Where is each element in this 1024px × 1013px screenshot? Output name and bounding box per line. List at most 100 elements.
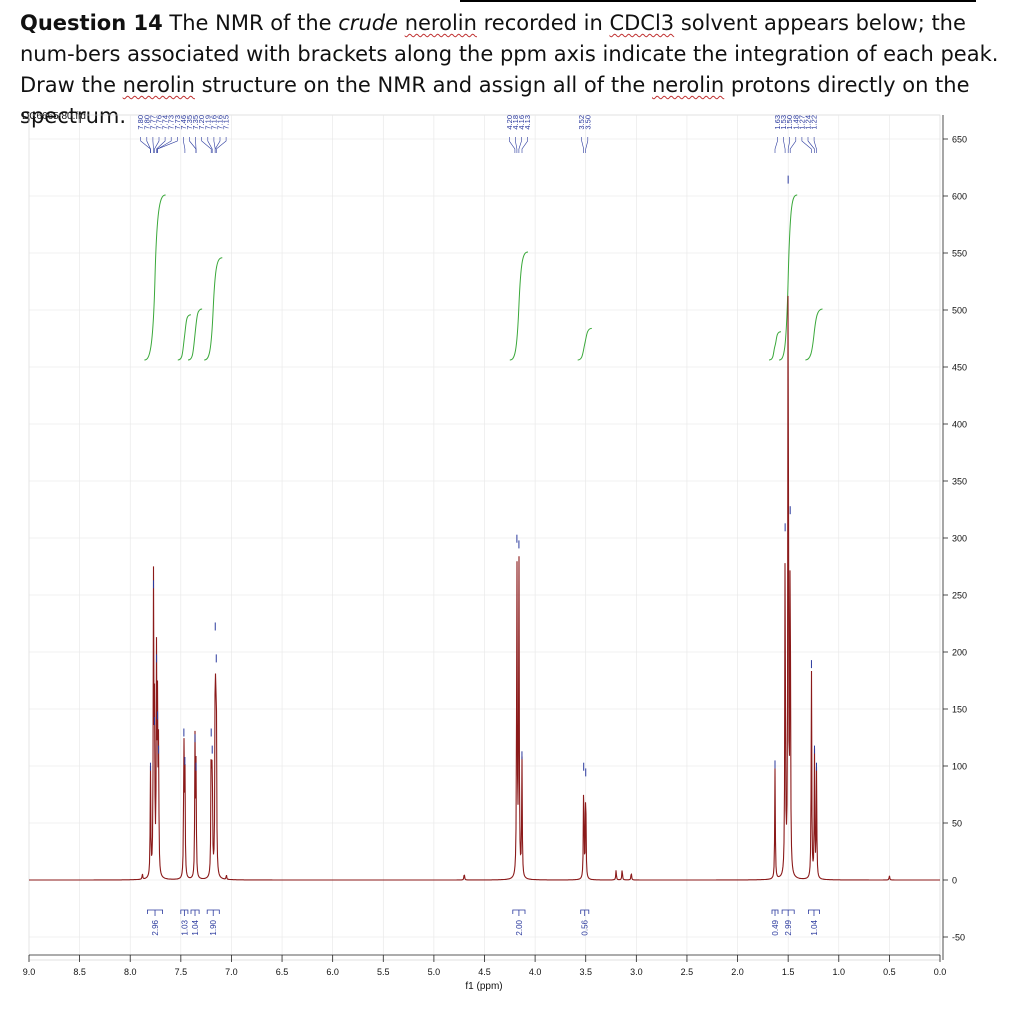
y-tick-label: 500 bbox=[952, 306, 967, 316]
y-tick-label: 600 bbox=[952, 192, 967, 202]
y-tick-label: 50 bbox=[952, 819, 962, 829]
x-tick-label: 8.0 bbox=[124, 967, 137, 977]
peak-label: 7.77 bbox=[148, 115, 157, 130]
y-tick-label: 350 bbox=[952, 477, 967, 487]
integral-value: 0.56 bbox=[581, 919, 590, 935]
peak-label: 4.13 bbox=[523, 115, 532, 130]
peak-label: 7.80 bbox=[142, 115, 151, 130]
question-cdcl3: CDCl3 bbox=[609, 11, 675, 35]
y-tick-label: 550 bbox=[952, 249, 967, 259]
file-label: DC6665.80.fid bbox=[22, 111, 86, 122]
x-tick-label: 4.5 bbox=[478, 967, 491, 977]
integral-curve bbox=[187, 308, 203, 361]
peak-label-connector bbox=[207, 137, 213, 153]
peak-label-connector bbox=[152, 137, 154, 153]
x-tick-label: 3.5 bbox=[579, 967, 592, 977]
peak-label: 1.53 bbox=[779, 115, 788, 130]
peak-label: 1.50 bbox=[785, 115, 794, 130]
question-nerolin: nerolin bbox=[122, 73, 195, 97]
integral-curve bbox=[204, 257, 223, 361]
integral-curve bbox=[768, 331, 782, 361]
peak-label-connector bbox=[783, 137, 786, 153]
peak-label-connector bbox=[509, 137, 516, 153]
peak-label-connector bbox=[807, 137, 815, 153]
question-segment bbox=[398, 11, 405, 35]
integral-value: 2.96 bbox=[151, 919, 160, 935]
peak-label-connector bbox=[581, 137, 584, 153]
y-tick-label: -50 bbox=[952, 933, 965, 943]
x-tick-label: 7.0 bbox=[225, 967, 238, 977]
y-tick-label: 100 bbox=[952, 762, 967, 772]
peak-label-connector bbox=[521, 137, 528, 153]
question-segment: recorded in bbox=[476, 11, 610, 35]
peak-label-connector bbox=[789, 137, 797, 153]
integral-curve bbox=[577, 327, 592, 361]
integral-curve bbox=[779, 194, 798, 361]
peak-label: 7.16 bbox=[216, 115, 225, 130]
integral-curve bbox=[177, 314, 191, 361]
x-tick-label: 1.0 bbox=[833, 967, 846, 977]
integral-value: 1.03 bbox=[180, 919, 189, 935]
peak-label-connector bbox=[515, 137, 518, 153]
integral-value: 2.00 bbox=[515, 919, 524, 935]
peak-label: 7.80 bbox=[136, 115, 145, 130]
x-tick-label: 2.5 bbox=[681, 967, 694, 977]
y-tick-label: 400 bbox=[952, 420, 967, 430]
question-segment: solvent appears below; the num-bers asso… bbox=[20, 11, 999, 97]
peak-label: 4.16 bbox=[517, 115, 526, 130]
x-tick-label: 8.5 bbox=[73, 967, 86, 977]
top-rule bbox=[460, 0, 976, 2]
integral-curve bbox=[509, 251, 529, 361]
peak-label-connector bbox=[813, 137, 817, 153]
y-tick-label: 200 bbox=[952, 648, 967, 658]
peak-label: 7.16 bbox=[209, 115, 218, 130]
x-tick-label: 5.0 bbox=[428, 967, 441, 977]
peak-label: 3.52 bbox=[577, 115, 586, 130]
integral-value: 1.04 bbox=[810, 919, 819, 935]
integral-curve bbox=[805, 308, 823, 361]
x-tick-label: 9.0 bbox=[23, 967, 36, 977]
x-tick-label: 0.5 bbox=[883, 967, 896, 977]
integral-value: 1.04 bbox=[191, 919, 200, 935]
x-tick-label: 6.5 bbox=[276, 967, 289, 977]
peak-label: 1.63 bbox=[773, 115, 782, 130]
peak-label: 7.20 bbox=[197, 115, 206, 130]
peak-label-connector bbox=[518, 137, 522, 153]
spectrum-trace bbox=[29, 295, 940, 881]
integral-brackets: 2.96 1.03 1.04 1.90 2.00 0.56 0.49 2.99 1.04 bbox=[147, 909, 820, 936]
peak-label: 1.22 bbox=[810, 115, 819, 130]
grid bbox=[28, 114, 941, 961]
integral-value: 2.99 bbox=[784, 919, 793, 935]
peak-label: 7.73 bbox=[167, 115, 176, 130]
peak-label-connector bbox=[201, 137, 212, 153]
x-tick-label: 2.0 bbox=[731, 967, 744, 977]
y-tick-label: 150 bbox=[952, 705, 967, 715]
peak-label-connector bbox=[585, 137, 589, 153]
peak-label-connector bbox=[157, 137, 172, 153]
peak-label: 1.27 bbox=[797, 115, 806, 130]
peak-label: 7.46 bbox=[179, 115, 188, 130]
x-tick-label: 6.0 bbox=[326, 967, 339, 977]
y-tick-label: 650 bbox=[952, 135, 967, 145]
question-segment: protons directly on the spectrum. bbox=[20, 73, 970, 128]
peak-label: 7.35 bbox=[185, 115, 194, 130]
peak-label-connector bbox=[787, 137, 790, 153]
peak-label: 1.48 bbox=[791, 115, 800, 130]
peak-label: 7.74 bbox=[161, 115, 170, 130]
y-tick-label: 450 bbox=[952, 363, 967, 373]
question-segment: The NMR of the bbox=[162, 11, 339, 35]
x-axis-label: f1 (ppm) bbox=[465, 981, 502, 992]
peak-label: 7.19 bbox=[203, 115, 212, 130]
peak-label-connector bbox=[801, 137, 812, 153]
peak-label: 4.20 bbox=[505, 115, 514, 130]
question-nerolin: nerolin bbox=[651, 73, 725, 97]
peak-labels: 7.807.807.777.767.747.737.737.467.357.35… bbox=[136, 115, 819, 153]
axes: 9.0 8.5 8.0 7.5 7.0 6.5 6.0 5.5 5.0 4.5 4.0 3.5 3.0 2… bbox=[23, 115, 967, 977]
question-segment: structure on the NMR and assign all of t… bbox=[194, 73, 652, 97]
peak-label: 7.35 bbox=[191, 115, 200, 130]
question-text: Question 14 The NMR of the crude nerolin… bbox=[20, 8, 1000, 132]
x-tick-label: 1.5 bbox=[782, 967, 795, 977]
question-number: Question 14 bbox=[20, 11, 163, 35]
peak-label-connector bbox=[189, 137, 197, 153]
peak-label: 1.24 bbox=[804, 115, 813, 130]
